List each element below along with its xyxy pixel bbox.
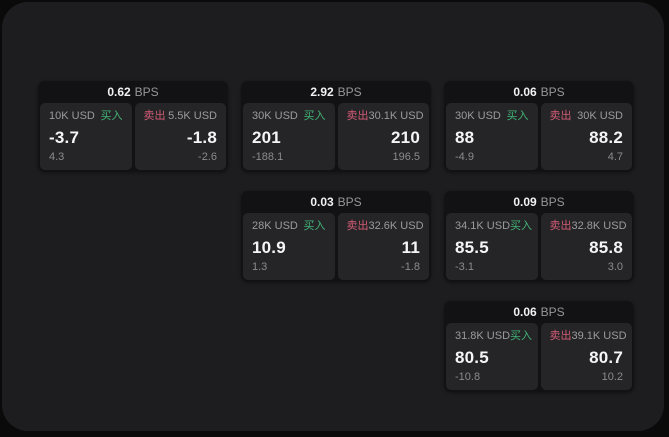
sell-delta: 10.2 (601, 371, 623, 383)
buy-pane[interactable]: 31.8K USD 买入 80.5 -10.8 (446, 323, 538, 390)
buy-size: 30K USD (455, 110, 501, 122)
sell-delta: 196.5 (392, 151, 420, 163)
buy-pane[interactable]: 30K USD 买入 88 -4.9 (446, 103, 538, 170)
quote-card-body: 30K USD 买入 201 -188.1 卖出 30.1K USD 210 1… (241, 103, 431, 172)
quote-card: 0.03 BPS 28K USD 买入 10.9 1.3 卖出 32.6K US… (241, 191, 431, 282)
sell-size: 30.1K USD (368, 110, 424, 122)
quote-card-body: 28K USD 买入 10.9 1.3 卖出 32.6K USD 11 -1.8 (241, 213, 431, 282)
buy-label: 买入 (100, 110, 123, 122)
sell-price: 210 (391, 127, 420, 147)
bps-value: 2.92 (310, 85, 334, 99)
sell-label: 卖出 (549, 220, 572, 232)
buy-size: 34.1K USD (455, 220, 511, 232)
sell-label: 卖出 (346, 220, 369, 232)
sell-pane[interactable]: 卖出 30K USD 88.2 4.7 (540, 103, 632, 170)
sell-price: 11 (401, 237, 420, 257)
quote-card: 0.62 BPS 10K USD 买入 -3.7 4.3 卖出 5.5K USD… (38, 81, 228, 172)
quote-card: 0.06 BPS 31.8K USD 买入 80.5 -10.8 卖出 39.1… (444, 301, 634, 392)
quote-card-body: 30K USD 买入 88 -4.9 卖出 30K USD 88.2 4.7 (444, 103, 634, 172)
sell-delta: -2.6 (198, 151, 217, 163)
buy-price: 80.5 (455, 347, 489, 367)
bps-value: 0.06 (513, 305, 537, 319)
buy-pane[interactable]: 34.1K USD 买入 85.5 -3.1 (446, 213, 538, 280)
buy-delta: -188.1 (252, 151, 284, 163)
bps-unit-label: BPS (337, 85, 362, 99)
sell-delta: -1.8 (401, 261, 420, 273)
sell-size: 5.5K USD (168, 110, 217, 122)
buy-price: 85.5 (455, 237, 489, 257)
sell-label: 卖出 (549, 330, 572, 342)
sell-size: 32.6K USD (368, 220, 424, 232)
buy-price: 10.9 (252, 237, 286, 257)
sell-size: 30K USD (577, 110, 623, 122)
bps-unit-label: BPS (134, 85, 159, 99)
sell-pane[interactable]: 卖出 39.1K USD 80.7 10.2 (540, 323, 632, 390)
quote-card-body: 31.8K USD 买入 80.5 -10.8 卖出 39.1K USD 80.… (444, 323, 634, 392)
bps-unit-label: BPS (337, 195, 362, 209)
buy-price: 201 (252, 127, 281, 147)
buy-label: 买入 (510, 330, 533, 342)
bps-header: 0.09 BPS (444, 191, 634, 213)
sell-label: 卖出 (143, 110, 166, 122)
buy-delta: -10.8 (455, 371, 481, 383)
buy-size: 28K USD (252, 220, 298, 232)
bps-header: 0.06 BPS (444, 301, 634, 323)
sell-pane[interactable]: 卖出 32.6K USD 11 -1.8 (337, 213, 429, 280)
buy-pane[interactable]: 10K USD 买入 -3.7 4.3 (40, 103, 132, 170)
sell-label: 卖出 (346, 110, 369, 122)
sell-price: 80.7 (589, 347, 623, 367)
buy-label: 买入 (510, 220, 533, 232)
sell-size: 32.8K USD (571, 220, 627, 232)
buy-pane[interactable]: 30K USD 买入 201 -188.1 (243, 103, 335, 170)
bps-value: 0.03 (310, 195, 334, 209)
buy-label: 买入 (506, 110, 529, 122)
bps-unit-label: BPS (540, 85, 565, 99)
sell-price: 85.8 (589, 237, 623, 257)
bps-header: 0.06 BPS (444, 81, 634, 103)
sell-price: 88.2 (589, 127, 623, 147)
buy-size: 10K USD (49, 110, 95, 122)
quote-card-body: 34.1K USD 买入 85.5 -3.1 卖出 32.8K USD 85.8… (444, 213, 634, 282)
buy-size: 30K USD (252, 110, 298, 122)
quote-card-body: 10K USD 买入 -3.7 4.3 卖出 5.5K USD -1.8 -2.… (38, 103, 228, 172)
buy-delta: 1.3 (252, 261, 268, 273)
buy-size: 31.8K USD (455, 330, 511, 342)
bps-value: 0.09 (513, 195, 537, 209)
quote-card: 2.92 BPS 30K USD 买入 201 -188.1 卖出 30.1K … (241, 81, 431, 172)
buy-price: -3.7 (49, 127, 80, 147)
sell-pane[interactable]: 卖出 30.1K USD 210 196.5 (337, 103, 429, 170)
quote-card-grid: 0.62 BPS 10K USD 买入 -3.7 4.3 卖出 5.5K USD… (38, 81, 634, 392)
buy-pane[interactable]: 28K USD 买入 10.9 1.3 (243, 213, 335, 280)
bps-unit-label: BPS (540, 305, 565, 319)
quote-card: 0.06 BPS 30K USD 买入 88 -4.9 卖出 30K USD 8… (444, 81, 634, 172)
sell-pane[interactable]: 卖出 5.5K USD -1.8 -2.6 (134, 103, 226, 170)
sell-label: 卖出 (549, 110, 572, 122)
bps-unit-label: BPS (540, 195, 565, 209)
bps-value: 0.62 (107, 85, 131, 99)
buy-delta: 4.3 (49, 151, 65, 163)
sell-size: 39.1K USD (571, 330, 627, 342)
bps-header: 0.62 BPS (38, 81, 228, 103)
buy-price: 88 (455, 127, 475, 147)
quote-card: 0.09 BPS 34.1K USD 买入 85.5 -3.1 卖出 32.8K… (444, 191, 634, 282)
bps-header: 0.03 BPS (241, 191, 431, 213)
sell-delta: 4.7 (607, 151, 623, 163)
sell-price: -1.8 (186, 127, 217, 147)
buy-delta: -4.9 (455, 151, 474, 163)
buy-label: 买入 (303, 110, 326, 122)
bps-header: 2.92 BPS (241, 81, 431, 103)
sell-delta: 3.0 (607, 261, 623, 273)
sell-pane[interactable]: 卖出 32.8K USD 85.8 3.0 (540, 213, 632, 280)
buy-delta: -3.1 (455, 261, 474, 273)
bps-value: 0.06 (513, 85, 537, 99)
buy-label: 买入 (303, 220, 326, 232)
